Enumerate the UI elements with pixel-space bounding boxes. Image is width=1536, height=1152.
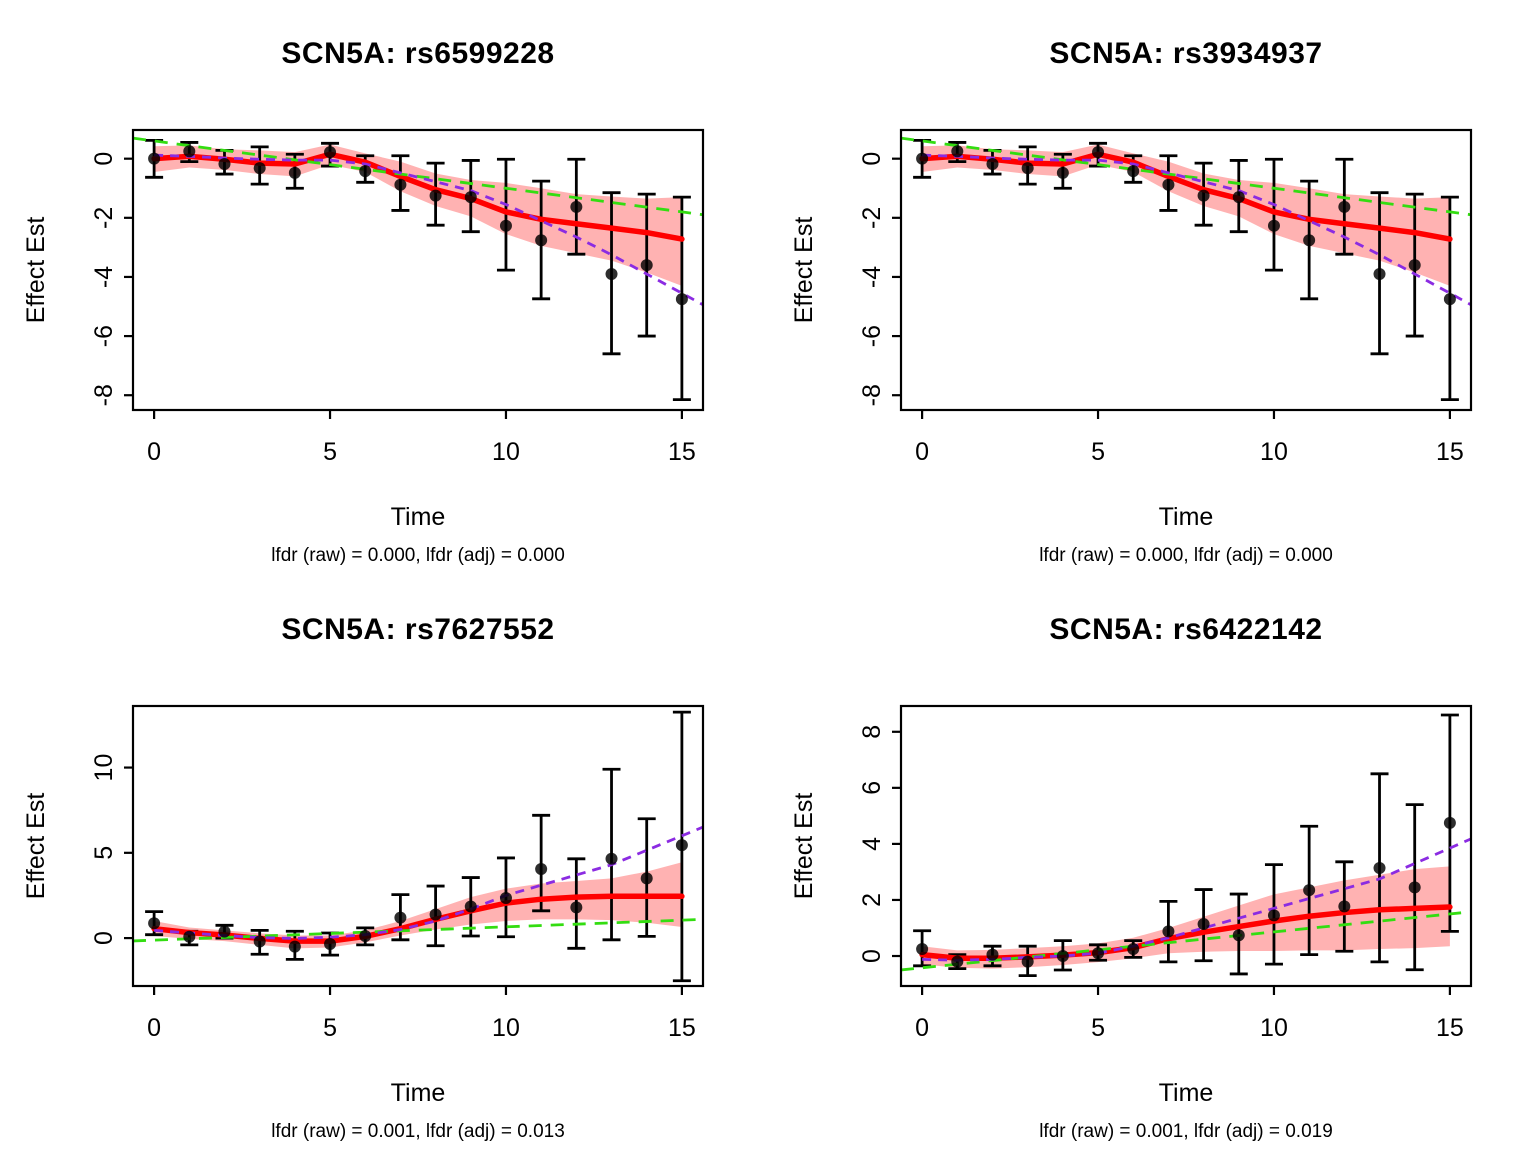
y-tick-label: -4 bbox=[90, 266, 118, 288]
x-axis-title: Time bbox=[1158, 503, 1214, 531]
lfdr-subtitle: lfdr (raw) = 0.001, lfdr (adj) = 0.013 bbox=[271, 1121, 565, 1142]
plot-canvas-rs6422142: 0 5 10 15 0 2 4 6 8 bbox=[858, 704, 1473, 1042]
x-tick-label: 10 bbox=[492, 1014, 520, 1042]
y-tick-label: 10 bbox=[90, 754, 118, 782]
plot-canvas-rs6599228: 0 5 10 15 0 -2 -4 -6 -8 bbox=[90, 128, 705, 466]
x-tick-label: 5 bbox=[323, 1014, 337, 1042]
y-tick-label: 4 bbox=[858, 837, 886, 851]
x-tick-label: 0 bbox=[147, 1014, 161, 1042]
y-axis-title: Effect Est bbox=[22, 792, 50, 900]
axes: 0 5 10 15 0 5 10 bbox=[90, 704, 705, 1042]
purple-trend-line bbox=[922, 153, 1472, 306]
fit-line bbox=[919, 151, 1453, 242]
x-tick-label: 10 bbox=[1260, 438, 1288, 466]
y-tick-label: -6 bbox=[858, 325, 886, 347]
x-tick-label: 0 bbox=[915, 438, 929, 466]
confidence-band bbox=[154, 144, 682, 286]
green-trend-line bbox=[900, 136, 1472, 217]
x-tick-label: 5 bbox=[1091, 1014, 1105, 1042]
y-tick-label: 5 bbox=[90, 846, 118, 860]
x-axis-title: Time bbox=[390, 503, 446, 531]
panel-rs3934937: 0 5 10 15 0 -2 -4 -6 -8 SCN5A: rs3934937 Effect … bbox=[768, 0, 1536, 576]
panel-title: SCN5A: rs6599228 bbox=[281, 37, 555, 70]
x-axis-title: Time bbox=[1158, 1079, 1214, 1107]
x-tick-label: 10 bbox=[492, 438, 520, 466]
fit-line bbox=[151, 151, 685, 242]
y-tick-label: 8 bbox=[858, 725, 886, 739]
y-axis-title: Effect Est bbox=[790, 792, 818, 900]
axes: 0 5 10 15 0 2 4 6 8 bbox=[858, 704, 1473, 1042]
x-tick-label: 15 bbox=[1436, 1014, 1464, 1042]
confidence-band bbox=[922, 866, 1450, 969]
x-tick-label: 5 bbox=[323, 438, 337, 466]
y-tick-label: 0 bbox=[90, 931, 118, 945]
x-axis-title: Time bbox=[390, 1079, 446, 1107]
y-tick-label: 6 bbox=[858, 781, 886, 795]
y-axis-title: Effect Est bbox=[790, 216, 818, 324]
x-tick-label: 15 bbox=[668, 438, 696, 466]
green-trend-line bbox=[900, 910, 1472, 972]
lfdr-subtitle: lfdr (raw) = 0.000, lfdr (adj) = 0.000 bbox=[1039, 545, 1333, 566]
y-tick-label: 0 bbox=[858, 152, 886, 166]
data-points bbox=[916, 816, 1456, 968]
x-tick-label: 0 bbox=[915, 1014, 929, 1042]
data-points bbox=[148, 839, 688, 953]
y-tick-label: 0 bbox=[90, 152, 118, 166]
panel-rs6422142: 0 5 10 15 0 2 4 6 8 SCN5A: rs6422142 Effect Est … bbox=[768, 576, 1536, 1152]
panel-title: SCN5A: rs3934937 bbox=[1049, 37, 1323, 70]
y-tick-label: -4 bbox=[858, 266, 886, 288]
green-trend-line bbox=[132, 917, 704, 943]
y-tick-label: 2 bbox=[858, 893, 886, 907]
panel-rs7627552: 0 5 10 15 0 5 10 SCN5A: rs7627552 Effect Est T… bbox=[0, 576, 768, 1152]
x-tick-label: 5 bbox=[1091, 438, 1105, 466]
x-tick-label: 15 bbox=[1436, 438, 1464, 466]
green-trend-line bbox=[132, 136, 704, 217]
plot-canvas-rs3934937: 0 5 10 15 0 -2 -4 -6 -8 bbox=[858, 128, 1473, 466]
panel-rs6599228: 0 5 10 15 0 -2 -4 -6 -8 SCN5A: rs6599228 Effect … bbox=[0, 0, 768, 576]
plot-canvas-rs7627552: 0 5 10 15 0 5 10 bbox=[90, 704, 705, 1042]
panel-title: SCN5A: rs7627552 bbox=[281, 613, 555, 646]
lfdr-subtitle: lfdr (raw) = 0.000, lfdr (adj) = 0.000 bbox=[271, 545, 565, 566]
y-tick-label: -2 bbox=[858, 207, 886, 229]
x-tick-label: 0 bbox=[147, 438, 161, 466]
data-points bbox=[916, 145, 1456, 306]
purple-trend-line bbox=[154, 825, 704, 940]
y-tick-label: 0 bbox=[858, 949, 886, 963]
confidence-band bbox=[922, 144, 1450, 286]
data-points bbox=[148, 145, 688, 306]
y-tick-label: -8 bbox=[858, 384, 886, 406]
lfdr-subtitle: lfdr (raw) = 0.001, lfdr (adj) = 0.019 bbox=[1039, 1121, 1333, 1142]
y-tick-label: -6 bbox=[90, 325, 118, 347]
purple-trend-line bbox=[922, 837, 1472, 962]
y-tick-label: -8 bbox=[90, 384, 118, 406]
purple-trend-line bbox=[154, 153, 704, 306]
axes: 0 5 10 15 0 -2 -4 -6 -8 bbox=[90, 128, 705, 466]
axes: 0 5 10 15 0 -2 -4 -6 -8 bbox=[858, 128, 1473, 466]
y-tick-label: -2 bbox=[90, 207, 118, 229]
y-axis-title: Effect Est bbox=[22, 216, 50, 324]
x-tick-label: 15 bbox=[668, 1014, 696, 1042]
x-tick-label: 10 bbox=[1260, 1014, 1288, 1042]
panel-title: SCN5A: rs6422142 bbox=[1049, 613, 1323, 646]
